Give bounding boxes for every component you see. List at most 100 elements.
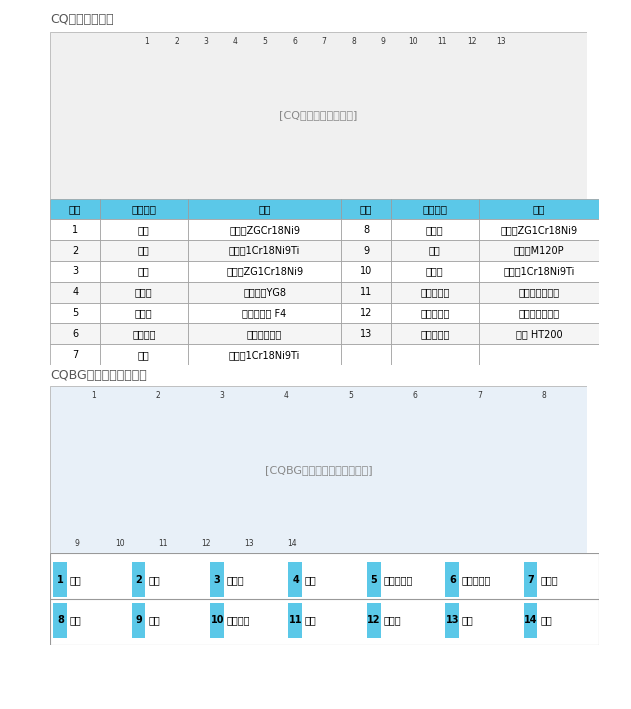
Text: 外磁钢总成: 外磁钢总成 <box>420 308 449 318</box>
Text: CQ磁力泵结构图: CQ磁力泵结构图 <box>50 13 114 26</box>
FancyBboxPatch shape <box>132 562 145 597</box>
FancyBboxPatch shape <box>479 281 599 303</box>
Text: 10: 10 <box>408 37 417 46</box>
Text: 隔板: 隔板 <box>305 575 317 585</box>
Text: 3: 3 <box>72 267 78 277</box>
FancyBboxPatch shape <box>188 199 341 219</box>
FancyBboxPatch shape <box>53 603 67 638</box>
Text: 泵体: 泵体 <box>69 575 81 585</box>
FancyBboxPatch shape <box>100 261 188 281</box>
FancyBboxPatch shape <box>445 562 459 597</box>
FancyBboxPatch shape <box>479 219 599 240</box>
FancyBboxPatch shape <box>391 219 479 240</box>
FancyBboxPatch shape <box>479 240 599 261</box>
Text: 动环: 动环 <box>462 615 473 625</box>
Text: 11: 11 <box>437 37 447 46</box>
Text: [CQBG高温磁力泵结构示意图]: [CQBG高温磁力泵结构示意图] <box>265 464 372 475</box>
Text: 杉枯磁钢组合件: 杉枯磁钢组合件 <box>519 287 560 297</box>
Text: 叶轮: 叶轮 <box>138 267 150 277</box>
FancyBboxPatch shape <box>341 345 391 365</box>
FancyBboxPatch shape <box>341 219 391 240</box>
Text: 序号: 序号 <box>69 204 81 214</box>
Text: 11: 11 <box>158 539 168 548</box>
Text: 13: 13 <box>445 615 459 625</box>
FancyBboxPatch shape <box>50 261 100 281</box>
Text: 5: 5 <box>348 391 353 401</box>
FancyBboxPatch shape <box>210 603 224 638</box>
FancyBboxPatch shape <box>188 281 341 303</box>
Text: 7: 7 <box>528 575 534 585</box>
FancyBboxPatch shape <box>50 240 100 261</box>
Text: 6: 6 <box>72 329 78 339</box>
Text: 12: 12 <box>467 37 476 46</box>
Text: 轴承: 轴承 <box>148 615 160 625</box>
Text: 泵轴: 泵轴 <box>305 615 317 625</box>
Text: 内磁钢总成: 内磁钢总成 <box>420 287 449 297</box>
Text: 泵体: 泵体 <box>138 225 150 235</box>
Text: 13: 13 <box>244 539 254 548</box>
Text: 2: 2 <box>155 391 160 401</box>
FancyBboxPatch shape <box>341 199 391 219</box>
Text: 叶轮: 叶轮 <box>148 575 160 585</box>
Text: 内磁钢总成: 内磁钢总成 <box>384 575 413 585</box>
FancyBboxPatch shape <box>367 603 380 638</box>
Text: 隔离套: 隔离套 <box>384 615 401 625</box>
Text: 不锈钢1Cr18Ni9Ti: 不锈钢1Cr18Ni9Ti <box>229 245 300 255</box>
Text: 5: 5 <box>262 37 268 46</box>
Text: 12: 12 <box>201 539 211 548</box>
FancyBboxPatch shape <box>50 345 100 365</box>
Text: 3: 3 <box>204 37 208 46</box>
Text: 2: 2 <box>72 245 78 255</box>
Text: 材料: 材料 <box>533 204 545 214</box>
Text: 8: 8 <box>351 37 356 46</box>
Text: 7: 7 <box>322 37 326 46</box>
FancyBboxPatch shape <box>391 281 479 303</box>
Text: 11: 11 <box>289 615 302 625</box>
Text: 扣环: 扣环 <box>138 245 150 255</box>
FancyBboxPatch shape <box>479 303 599 323</box>
Text: 6: 6 <box>413 391 418 401</box>
Text: 1: 1 <box>57 575 64 585</box>
FancyBboxPatch shape <box>50 553 599 645</box>
Text: 3: 3 <box>220 391 225 401</box>
Text: 不锈钢ZG1Cr18Ni9: 不锈钢ZG1Cr18Ni9 <box>500 225 577 235</box>
FancyBboxPatch shape <box>100 345 188 365</box>
Text: 1: 1 <box>144 37 150 46</box>
FancyBboxPatch shape <box>445 603 459 638</box>
Text: 8: 8 <box>57 615 64 625</box>
Text: 9: 9 <box>136 615 142 625</box>
Text: 密封圈: 密封圈 <box>227 575 244 585</box>
Text: 序号: 序号 <box>360 204 372 214</box>
Text: 1: 1 <box>72 225 78 235</box>
Text: 聚四氟乙烯 F4: 聚四氟乙烯 F4 <box>242 308 286 318</box>
Text: 静环: 静环 <box>540 615 552 625</box>
Text: 4: 4 <box>284 391 289 401</box>
FancyBboxPatch shape <box>391 240 479 261</box>
FancyBboxPatch shape <box>479 261 599 281</box>
FancyBboxPatch shape <box>479 323 599 345</box>
Text: 14: 14 <box>524 615 538 625</box>
Text: 2: 2 <box>174 37 179 46</box>
Text: 4: 4 <box>72 287 78 297</box>
FancyBboxPatch shape <box>391 303 479 323</box>
FancyBboxPatch shape <box>341 323 391 345</box>
Text: 12: 12 <box>360 308 372 318</box>
FancyBboxPatch shape <box>188 261 341 281</box>
FancyBboxPatch shape <box>391 323 479 345</box>
FancyBboxPatch shape <box>100 323 188 345</box>
Text: 轴承: 轴承 <box>429 245 440 255</box>
Text: 4: 4 <box>233 37 238 46</box>
FancyBboxPatch shape <box>391 199 479 219</box>
FancyBboxPatch shape <box>341 240 391 261</box>
FancyBboxPatch shape <box>391 261 479 281</box>
Text: 碳石墨M120P: 碳石墨M120P <box>514 245 564 255</box>
FancyBboxPatch shape <box>479 199 599 219</box>
FancyBboxPatch shape <box>100 199 188 219</box>
Text: 10: 10 <box>211 615 224 625</box>
Text: 杉枯磁钢组合件: 杉枯磁钢组合件 <box>519 308 560 318</box>
FancyBboxPatch shape <box>341 303 391 323</box>
FancyBboxPatch shape <box>100 303 188 323</box>
Text: 联接架: 联接架 <box>540 575 558 585</box>
Text: 冷却联接架: 冷却联接架 <box>420 329 449 339</box>
FancyBboxPatch shape <box>288 603 302 638</box>
